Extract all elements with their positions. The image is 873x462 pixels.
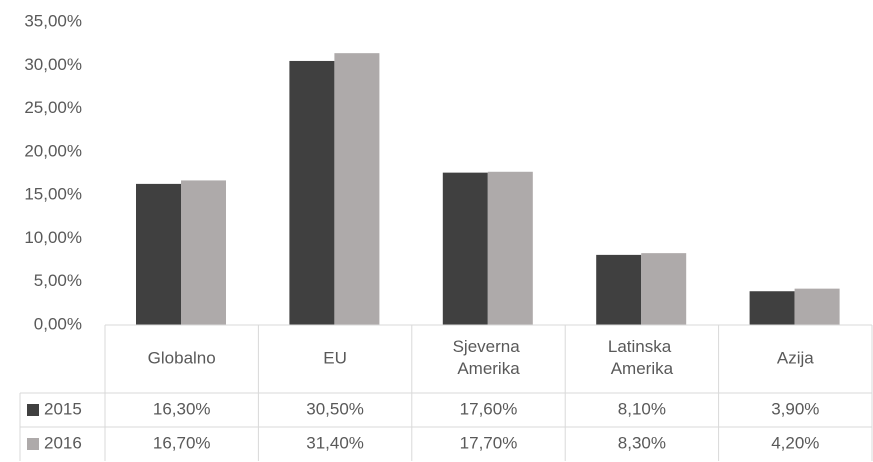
bar — [794, 288, 840, 325]
table-value: 8,30% — [618, 433, 666, 452]
y-tick-label: 15,00% — [24, 185, 82, 204]
bar — [136, 183, 181, 325]
x-tick-label: EU — [323, 348, 347, 367]
legend-label: 2015 — [44, 399, 82, 418]
bar — [596, 254, 642, 325]
bar — [334, 53, 380, 326]
bar — [487, 171, 533, 325]
table-value: 17,70% — [460, 433, 518, 452]
table-value: 4,20% — [771, 433, 819, 452]
table-value: 16,30% — [153, 399, 211, 418]
y-tick-label: 25,00% — [24, 98, 82, 117]
table-value: 3,90% — [771, 399, 819, 418]
x-tick-label: Azija — [777, 348, 814, 367]
legend-label: 2016 — [44, 433, 82, 452]
table-value: 16,70% — [153, 433, 211, 452]
bar — [181, 180, 226, 325]
y-tick-label: 0,00% — [34, 314, 82, 333]
table-value: 17,60% — [460, 399, 518, 418]
bar — [749, 291, 795, 325]
bar — [641, 253, 687, 325]
x-tick-label: Globalno — [148, 348, 216, 367]
legend-swatch — [27, 438, 39, 450]
y-tick-label: 20,00% — [24, 141, 82, 160]
table-value: 8,10% — [618, 399, 666, 418]
bar — [442, 172, 488, 325]
y-tick-label: 35,00% — [24, 11, 82, 30]
legend-swatch — [27, 404, 39, 416]
y-tick-label: 5,00% — [34, 271, 82, 290]
x-tick-label: Latinska Amerika — [608, 337, 676, 378]
y-tick-label: 30,00% — [24, 55, 82, 74]
x-tick-label: Sjeverna Amerika — [453, 337, 525, 378]
bar — [289, 60, 335, 325]
table-value: 30,50% — [306, 399, 364, 418]
table-value: 31,40% — [306, 433, 364, 452]
y-tick-label: 10,00% — [24, 228, 82, 247]
